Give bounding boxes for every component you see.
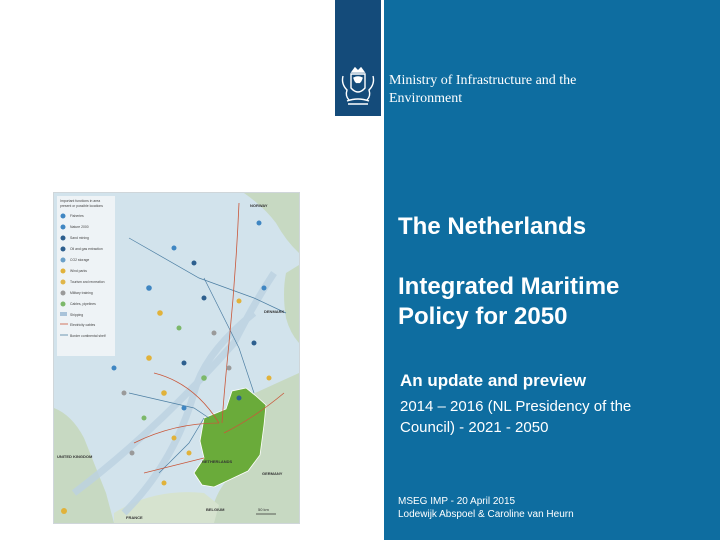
land-united-kingdom [54,408,114,523]
ministry-name-line-1: Ministry of Infrastructure and the [389,73,577,88]
footer-line-2: Lodewijk Abspoel & Caroline van Heurn [398,509,574,520]
legend-item-8: Cables, pipelines [70,302,96,306]
country-label-norway: NORWAY [250,203,268,208]
subtitle-body: 2014 – 2016 (NL Presidency of the Counci… [400,396,710,438]
legend-item-4: CO2 storage [70,258,89,262]
legend-item-9: Shipping [70,313,83,317]
ministry-name: Ministry of Infrastructure and the Envir… [389,72,709,108]
footer: MSEG IMP - 20 April 2015 Lodewijk Abspoe… [398,495,574,521]
footer-line-1: MSEG IMP - 20 April 2015 [398,496,516,507]
land-belgium-france [114,492,219,523]
land-norway [244,193,299,253]
map-symbols [61,220,272,514]
legend-item-1: Nature 2000 [70,225,89,229]
legend-title-line-2: present or possible locations [60,204,103,208]
legend-item-7: Military training [70,291,93,295]
country-label-netherlands: NETHERLANDS [202,459,233,464]
legend-title-line-1: Important functions in area [60,199,100,203]
country-label-belgium: BELGIUM [206,507,225,512]
subtitle-line-2: Council) - 2021 - 2050 [400,419,549,436]
ministry-name-line-2: Environment [389,91,463,106]
country-label-germany: GERMANY [262,471,283,476]
title-line-1: The Netherlands [398,213,587,240]
legend-item-5: Wind parks [70,269,87,273]
land-denmark [284,265,299,343]
pipelines [133,202,285,474]
logo-ribbon [335,0,381,116]
land-netherlands [193,387,267,488]
country-label-united-kingdom: UNITED KINGDOM [57,454,93,459]
legend-item-3: Oil and gas extraction [70,247,103,251]
legend-item-10: Electricity cables [70,323,96,327]
title-line-2: Integrated Maritime [398,273,620,300]
legend-item-2: Sand mining [70,236,89,240]
country-label-france: FRANCE [126,515,143,520]
coat-of-arms-icon [341,66,375,105]
slide-title: The Netherlands Integrated Maritime Poli… [398,212,710,332]
north-sea-map: Important functions in area present or p… [53,192,300,524]
subtitle-line-1: 2014 – 2016 (NL Presidency of the [400,398,632,415]
legend-item-11: Border continental shelf [70,334,106,338]
legend-item-6: Tourism and recreation [70,280,105,284]
legend-symbols [60,213,68,336]
title-line-3: Policy for 2050 [398,303,568,330]
scale-label: 50 km [258,507,270,512]
shelf-borders [128,237,287,474]
country-label-denmark: DENMARK [264,309,285,314]
land-germany [209,373,299,523]
map-legend-box [57,196,115,356]
right-panel [384,0,720,540]
subtitle-heading: An update and preview [400,371,587,390]
legend-item-0: Fisheries [70,214,84,218]
